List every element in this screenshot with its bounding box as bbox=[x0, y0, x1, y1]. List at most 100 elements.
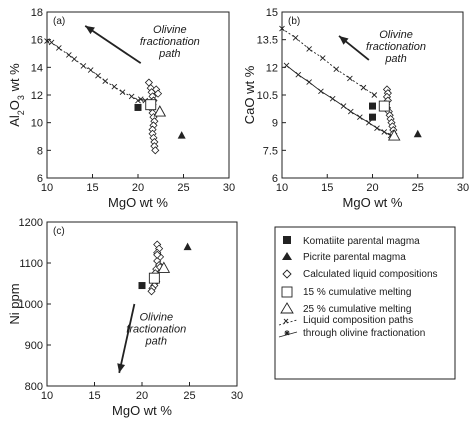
fractionation-path-point bbox=[95, 72, 101, 79]
fractionation-path-point bbox=[347, 108, 354, 115]
fractionation-annotation-line: Olivine bbox=[379, 29, 413, 41]
fractionation-path-point bbox=[347, 75, 353, 82]
legend-melt25-label: 25 % cumulative melting bbox=[303, 304, 411, 315]
picrite-point bbox=[183, 242, 192, 251]
x-tick-label: 25 bbox=[412, 182, 424, 194]
y-tick-label: 1100 bbox=[19, 258, 43, 270]
melt25-point bbox=[153, 105, 167, 117]
fractionation-annotation-line: Olivine bbox=[153, 24, 187, 36]
fractionation-path-point bbox=[381, 129, 388, 135]
x-tick-label: 10 bbox=[41, 182, 53, 194]
fractionation-path-point bbox=[279, 25, 285, 32]
fractionation-path-point bbox=[340, 103, 347, 109]
melt15-point bbox=[145, 99, 157, 111]
x-tick-label: 10 bbox=[276, 182, 288, 194]
x-tick-label: 30 bbox=[457, 182, 469, 194]
fractionation-path-point bbox=[71, 56, 78, 62]
fractionation-annotation-line: Olivine bbox=[139, 311, 173, 323]
fractionation-path-point bbox=[360, 84, 367, 91]
panel-c: 10 15 20 25 30 800 900 1000 1100 1200 MgO wt % Ni p… bbox=[7, 217, 243, 418]
komatiite-point bbox=[369, 113, 376, 121]
x-tick-label: 30 bbox=[231, 390, 243, 402]
picrite-point bbox=[177, 131, 186, 139]
fractionation-path-point bbox=[128, 93, 135, 100]
panel-label: (b) bbox=[288, 16, 300, 27]
fractionation-annotation-line: path bbox=[145, 335, 167, 347]
melt15-point bbox=[148, 272, 160, 284]
x-axis-label: MgO wt % bbox=[108, 195, 168, 210]
fractionation-arrow-shaft bbox=[84, 25, 142, 64]
y-tick-label: 1000 bbox=[19, 299, 43, 311]
fractionation-path-point bbox=[371, 92, 378, 98]
legend-paths-label-line1: Liquid composition paths bbox=[303, 315, 413, 326]
legend: Komatiite parental magma Picrite parenta… bbox=[274, 226, 456, 380]
x-tick-label: 15 bbox=[86, 182, 98, 194]
panel-b: 10 15 20 25 30 6 7.5 9 10.5 12 13.5 15 MgO wt % CaO w… bbox=[242, 7, 469, 210]
fractionation-path-point bbox=[102, 78, 109, 84]
calculated-liquid-point bbox=[153, 89, 163, 98]
fractionation-annotation-line: fractionation bbox=[140, 36, 200, 48]
fractionation-path-point bbox=[56, 45, 62, 51]
y-axis-label: Al2O3 wt % bbox=[7, 63, 26, 127]
komatiite-point bbox=[138, 282, 146, 290]
y-tick-label: 8 bbox=[37, 145, 43, 157]
fractionation-path-point bbox=[135, 97, 141, 104]
legend-picrite-label: Picrite parental magma bbox=[303, 252, 406, 263]
y-tick-label: 6 bbox=[272, 173, 278, 185]
y-tick-label: 6 bbox=[37, 173, 43, 185]
legend-calculated-marker bbox=[282, 269, 292, 279]
legend-komatiite-marker bbox=[283, 236, 291, 244]
melt25-point bbox=[157, 261, 171, 273]
x-axis-label: MgO wt % bbox=[112, 403, 172, 418]
fractionation-path-point bbox=[306, 46, 312, 52]
calculated-liquid-point bbox=[153, 250, 162, 259]
fractionation-arrow-head bbox=[339, 35, 349, 45]
legend-melt15-marker bbox=[281, 286, 293, 298]
komatiite-point bbox=[134, 103, 142, 111]
picrite-point bbox=[413, 129, 422, 138]
x-tick-label: 15 bbox=[321, 182, 333, 194]
legend-melt25-marker bbox=[280, 302, 294, 314]
panel-label: (c) bbox=[53, 226, 65, 237]
fractionation-arrow-shaft bbox=[118, 303, 136, 374]
legend-box bbox=[274, 226, 456, 380]
x-tick-label: 20 bbox=[366, 182, 378, 194]
fractionation-path-point bbox=[137, 96, 144, 102]
fractionation-path-point bbox=[366, 119, 372, 126]
y-tick-label: 10 bbox=[31, 118, 43, 130]
x-tick-label: 20 bbox=[132, 182, 144, 194]
fractionation-path-point bbox=[374, 125, 380, 132]
legend-paths-label-line2: through olivine fractionation bbox=[303, 328, 425, 339]
komatiite-point bbox=[369, 102, 376, 110]
fractionation-path-point bbox=[319, 55, 326, 61]
plot-frame bbox=[281, 11, 464, 179]
y-tick-label: 1200 bbox=[19, 217, 43, 229]
x-tick-label: 20 bbox=[136, 390, 148, 402]
fractionation-path-point bbox=[44, 38, 50, 44]
y-axis-label: Ni ppm bbox=[7, 283, 22, 324]
fractionation-path-point bbox=[119, 89, 126, 96]
fractionation-annotation-line: path bbox=[384, 53, 406, 65]
y-tick-label: 10.5 bbox=[257, 90, 278, 102]
x-tick-label: 25 bbox=[177, 182, 189, 194]
y-tick-label: 18 bbox=[31, 7, 43, 19]
fractionation-annotation-line: fractionation bbox=[366, 41, 426, 53]
fractionation-annotation-line: fractionation bbox=[126, 323, 186, 335]
melt15-point bbox=[378, 100, 390, 112]
fractionation-path-point bbox=[333, 66, 340, 72]
y-tick-label: 7.5 bbox=[263, 145, 278, 157]
legend-komatiite-label: Komatiite parental magma bbox=[303, 236, 420, 247]
fractionation-path-point bbox=[283, 62, 290, 69]
fractionation-arrow-head bbox=[117, 363, 126, 373]
melt25-point bbox=[387, 129, 401, 141]
calculated-liquid-point bbox=[147, 287, 156, 296]
y-tick-label: 14 bbox=[31, 62, 43, 74]
panel-label: (a) bbox=[53, 16, 65, 27]
y-tick-label: 15 bbox=[266, 7, 278, 19]
fractionation-annotation-line: path bbox=[158, 48, 180, 60]
fractionation-path-point bbox=[295, 71, 302, 78]
legend-picrite-marker bbox=[282, 252, 292, 260]
y-tick-label: 16 bbox=[31, 35, 43, 47]
legend-melt15-label: 15 % cumulative melting bbox=[303, 287, 411, 298]
